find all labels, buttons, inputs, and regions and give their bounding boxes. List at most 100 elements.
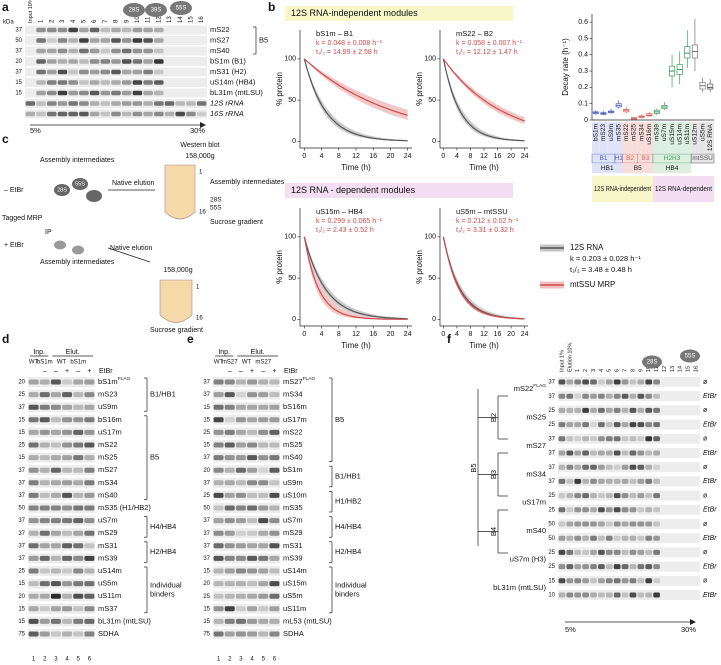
category-strip: [607, 122, 615, 153]
half-life-label: t₁/₂ = 3.31 ± 0.32 h: [456, 227, 514, 234]
blot-band: [558, 578, 566, 584]
kda-label: 15: [203, 443, 210, 449]
blot-band: [68, 90, 78, 96]
blot-band: [598, 393, 605, 399]
module-label: HB1: [601, 165, 614, 172]
blot-band: [590, 450, 597, 456]
blot-band: [247, 429, 258, 435]
blot-band: [224, 593, 235, 599]
condition-label: ø: [703, 464, 708, 471]
blot-band: [598, 493, 605, 499]
blot-band: [613, 393, 621, 399]
confidence-band: [443, 236, 525, 320]
group-label: B1: [599, 155, 607, 162]
treatment-label: EtBr: [99, 368, 113, 375]
category-strip: [675, 122, 684, 153]
blot-band: [247, 379, 258, 385]
blot-band: [235, 492, 246, 498]
category-label: uS14m: [676, 124, 683, 145]
condition-label: EtBr: [703, 393, 717, 400]
category-label: 12S RNA: [707, 123, 714, 151]
x-tick-label: 20: [507, 331, 515, 338]
blot-band: [57, 80, 68, 85]
rate-label: k = 0.058 ± 0.007 h⁻¹: [456, 40, 523, 47]
group-label: H2H3: [664, 155, 681, 162]
header-label: Inp.: [33, 349, 45, 356]
blot-band: [213, 429, 224, 435]
blot-band: [558, 521, 566, 527]
kda-label: 25: [548, 408, 555, 414]
blot-band: [79, 69, 89, 75]
condition-label: + EtBr: [4, 242, 24, 249]
category-strip: [691, 122, 699, 153]
genotype-label: WT: [242, 360, 252, 366]
y-tick-label: 100: [424, 234, 436, 241]
blot-band: [598, 407, 605, 413]
blot-band: [566, 521, 574, 527]
blot-band: [605, 422, 613, 428]
blot-band: [605, 507, 613, 513]
sign-label: –: [54, 368, 58, 375]
blot-band: [39, 429, 50, 435]
blot-band: [566, 592, 574, 598]
rate-label: k = 0.212 ± 0.02 h⁻¹: [456, 218, 519, 225]
label-sup: FLAG: [303, 376, 316, 382]
blot-band: [50, 530, 61, 536]
blot-band: [574, 407, 582, 413]
blot-band: [235, 581, 246, 587]
blot: [558, 377, 700, 387]
x-tick-label: 4: [320, 331, 324, 338]
blot-band: [28, 467, 39, 473]
blot-band: [68, 27, 78, 33]
lane-number: 5: [262, 657, 266, 663]
blot-band: [621, 493, 629, 499]
blot-band: [566, 422, 574, 428]
kda-label: 37: [18, 480, 25, 486]
blot-band: [132, 48, 143, 54]
blot-band: [39, 417, 50, 423]
blot-band: [235, 480, 246, 486]
header-label: Elut.: [66, 349, 80, 356]
blot-band: [224, 606, 235, 612]
condition-label: – EtBr: [4, 187, 24, 194]
blot-band: [590, 379, 597, 385]
kda-label: 15: [203, 417, 210, 423]
blot-band: [247, 530, 258, 536]
blot-band: [247, 631, 258, 637]
blot-band: [621, 379, 629, 385]
category-label: mS35: [615, 124, 622, 141]
blot-band: [154, 90, 164, 96]
blot-band: [582, 493, 589, 499]
blot-band: [100, 38, 111, 43]
blot: [558, 419, 700, 430]
blot-band: [213, 555, 224, 561]
blot-band: [50, 404, 61, 410]
blot-band: [224, 518, 235, 524]
blot-band: [629, 549, 637, 555]
confidence-band: [443, 58, 525, 142]
blot-band: [637, 592, 645, 598]
blot-band: [590, 407, 597, 413]
blot-band: [258, 543, 269, 549]
blot-band: [605, 464, 613, 470]
band-label: mL53 (mtLSU): [283, 616, 332, 625]
blot-band: [143, 48, 153, 54]
blot-band: [653, 493, 660, 499]
blot: [213, 477, 280, 488]
blot-band: [247, 618, 258, 624]
kda-label: 37: [18, 518, 25, 524]
blot-band: [605, 549, 613, 555]
blot-band: [39, 492, 50, 498]
blot-band: [224, 417, 235, 423]
y-tick-label: 0.5: [578, 35, 588, 42]
sign-label: –: [43, 368, 47, 375]
x-tick-label: 16: [494, 153, 502, 160]
kda-label: 15: [548, 578, 555, 584]
blot-band: [613, 450, 621, 456]
blot-band: [213, 606, 224, 612]
ribosome-icon: [145, 3, 167, 17]
blot-band: [39, 392, 50, 398]
lane-label: 8: [630, 369, 636, 372]
module-label: B5: [259, 35, 268, 44]
blot: [558, 448, 700, 458]
